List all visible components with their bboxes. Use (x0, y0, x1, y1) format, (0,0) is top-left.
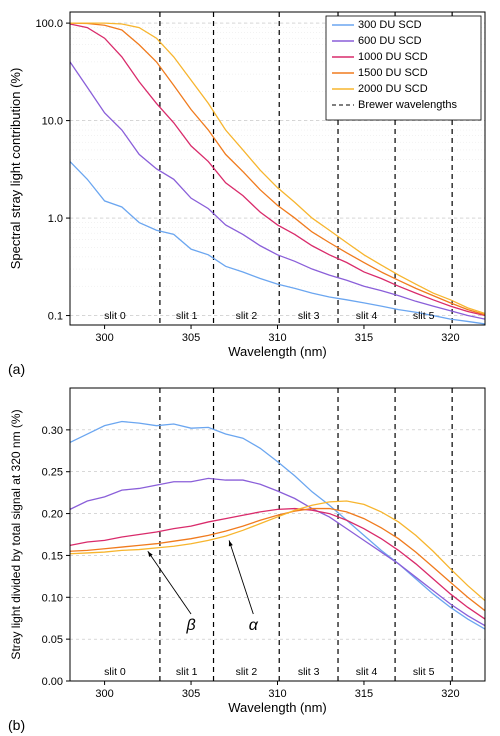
svg-text:(a): (a) (8, 361, 25, 377)
svg-text:1500 DU SCD: 1500 DU SCD (358, 67, 428, 79)
svg-text:β: β (185, 617, 195, 634)
svg-text:305: 305 (182, 332, 200, 344)
svg-text:slit 4: slit 4 (356, 666, 378, 678)
svg-text:2000 DU SCD: 2000 DU SCD (358, 83, 428, 95)
svg-text:slit 2: slit 2 (236, 310, 258, 322)
svg-text:0.1: 0.1 (48, 311, 63, 323)
svg-text:0.25: 0.25 (42, 467, 63, 479)
svg-text:310: 310 (268, 688, 286, 700)
svg-text:310: 310 (268, 332, 286, 344)
svg-text:0.20: 0.20 (42, 509, 63, 521)
chart-a: 0.1 1.0 10.0 100.0 300 305 310 315 320 slit 0 slit… (0, 0, 500, 380)
svg-text:Spectral stray light contribut: Spectral stray light contribution (%) (8, 68, 23, 270)
svg-text:slit 0: slit 0 (104, 310, 126, 322)
svg-text:Wavelength (nm): Wavelength (nm) (228, 344, 327, 359)
svg-text:0.10: 0.10 (42, 592, 63, 604)
svg-text:600 DU SCD: 600 DU SCD (358, 35, 422, 47)
svg-text:slit 1: slit 1 (176, 310, 198, 322)
svg-text:slit 2: slit 2 (236, 666, 258, 678)
svg-text:α: α (249, 617, 259, 634)
svg-text:315: 315 (355, 332, 373, 344)
svg-text:300: 300 (95, 332, 113, 344)
svg-text:Brewer wavelengths: Brewer wavelengths (358, 99, 458, 111)
chart-b: 0.00 0.05 0.10 0.15 0.20 0.25 0.30 β α 300 305 310 3… (0, 380, 500, 736)
svg-text:slit 1: slit 1 (176, 666, 198, 678)
svg-text:slit 3: slit 3 (298, 666, 320, 678)
svg-text:0.00: 0.00 (42, 676, 63, 688)
svg-text:0.05: 0.05 (42, 634, 63, 646)
svg-text:slit 5: slit 5 (413, 666, 435, 678)
svg-text:Wavelength (nm): Wavelength (nm) (228, 700, 327, 715)
svg-text:1.0: 1.0 (48, 213, 63, 225)
svg-text:slit 0: slit 0 (104, 666, 126, 678)
svg-text:0.15: 0.15 (42, 550, 63, 562)
svg-text:100.0: 100.0 (35, 18, 63, 30)
svg-text:slit 4: slit 4 (356, 310, 378, 322)
svg-text:slit 3: slit 3 (298, 310, 320, 322)
svg-text:300 DU SCD: 300 DU SCD (358, 19, 422, 31)
svg-text:300: 300 (95, 688, 113, 700)
svg-text:0.30: 0.30 (42, 425, 63, 437)
svg-text:320: 320 (441, 688, 459, 700)
svg-text:1000 DU SCD: 1000 DU SCD (358, 51, 428, 63)
svg-text:10.0: 10.0 (42, 116, 63, 128)
svg-text:(b): (b) (8, 717, 25, 733)
svg-text:315: 315 (355, 688, 373, 700)
svg-text:slit 5: slit 5 (413, 310, 435, 322)
svg-text:320: 320 (441, 332, 459, 344)
svg-text:Stray light divided by total s: Stray light divided by total signal at 3… (9, 409, 23, 659)
svg-text:305: 305 (182, 688, 200, 700)
